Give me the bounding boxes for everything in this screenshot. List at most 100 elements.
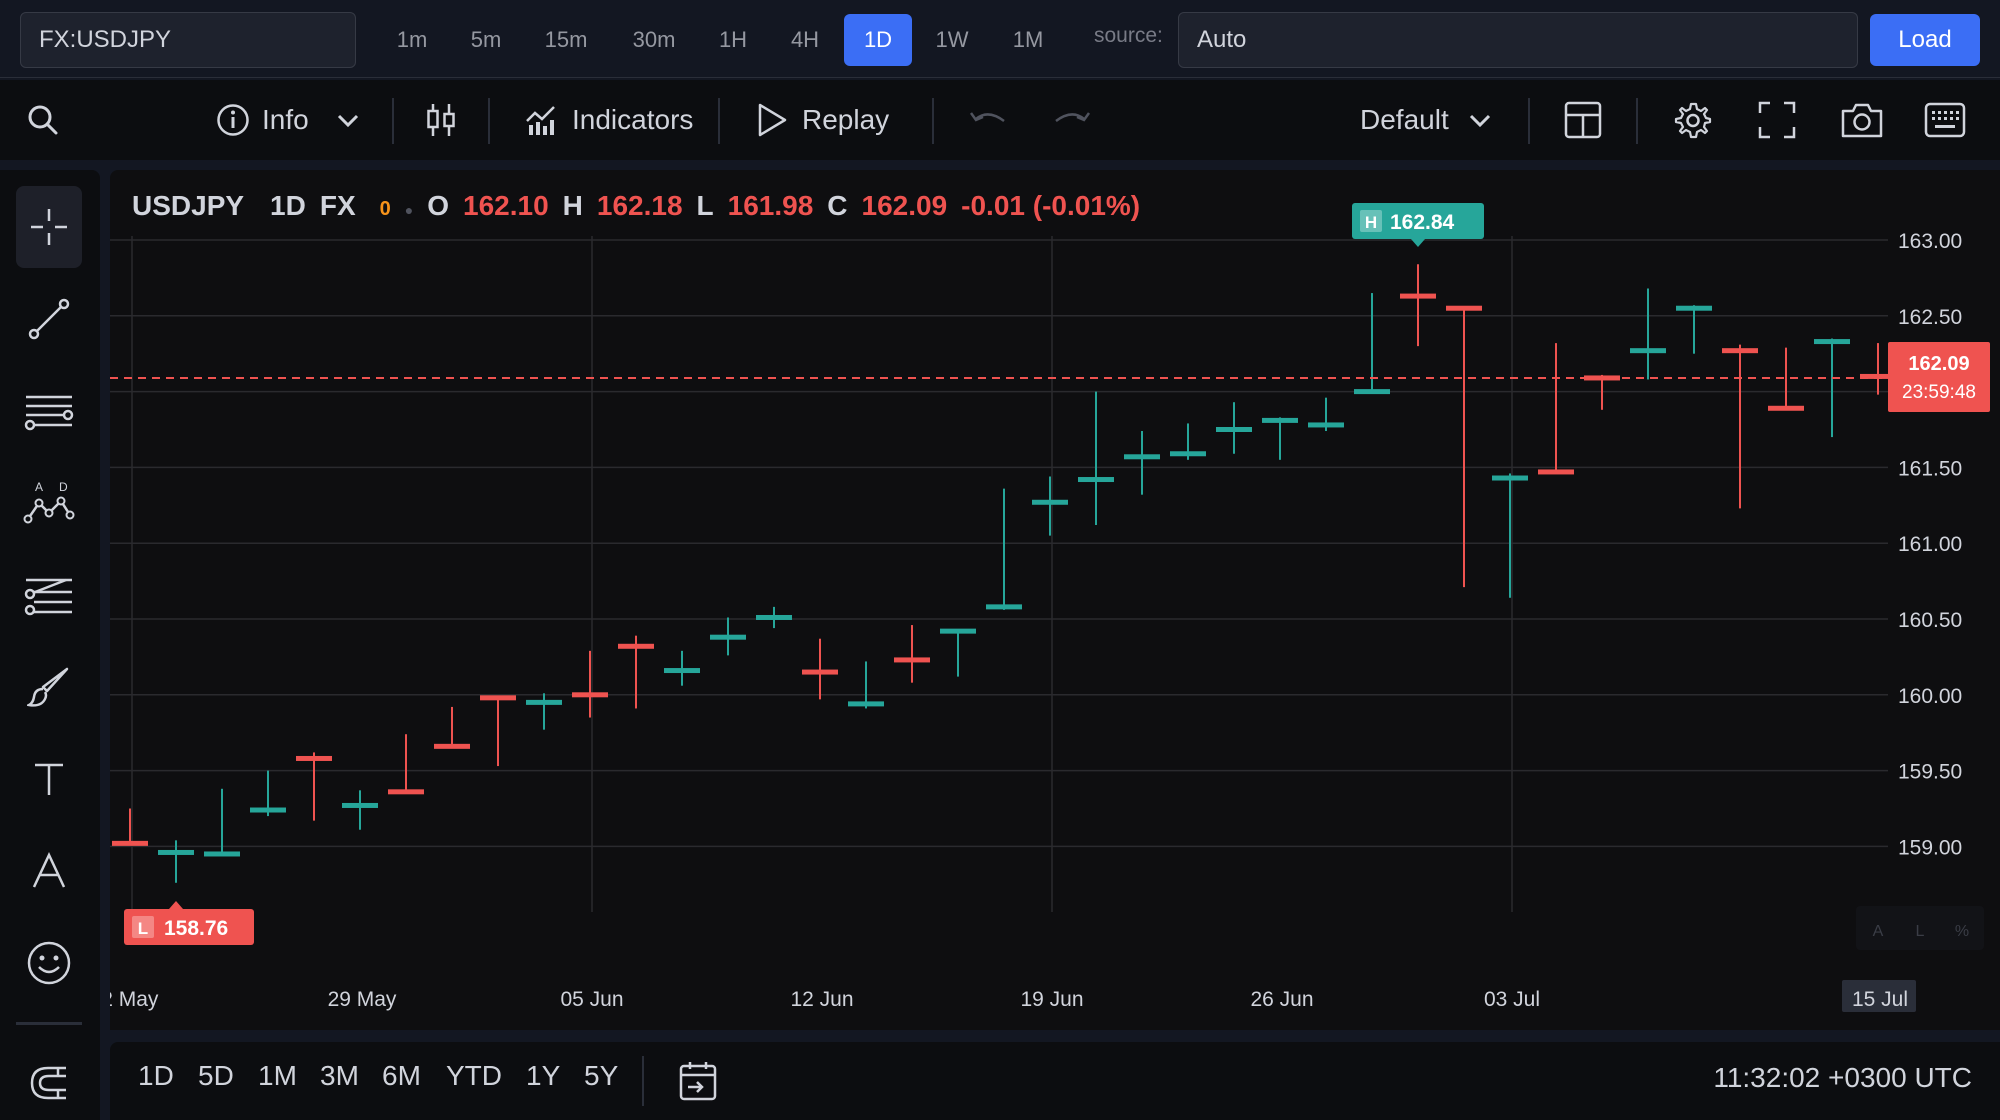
trend-line-tool[interactable] (16, 278, 82, 360)
timeframe-1h[interactable]: 1H (718, 27, 748, 52)
last-price-tag (1888, 341, 1990, 412)
timeframe-1w[interactable]: 1W (935, 27, 969, 52)
redo-button[interactable] (1052, 80, 1092, 160)
ohlc-bar-body[interactable] (1860, 373, 1896, 379)
ohlc-bar-body[interactable] (1124, 454, 1160, 460)
settings-button[interactable] (1674, 80, 1712, 160)
range-6m[interactable]: 6M (382, 1060, 421, 1091)
emoji-tool[interactable] (16, 922, 82, 1004)
legend-symbol[interactable]: USDJPY (132, 190, 245, 221)
layout-dropdown[interactable]: Default (1360, 80, 1493, 160)
high-marker-badge (1360, 210, 1382, 232)
ohlc-bar-body[interactable] (1630, 348, 1666, 354)
brush-tool[interactable] (16, 646, 82, 728)
ohlc-bar-body[interactable] (1492, 475, 1528, 481)
ohlc-bar-body[interactable] (572, 692, 608, 698)
ohlc-bar-body[interactable] (664, 668, 700, 674)
range-ytd[interactable]: YTD (446, 1060, 502, 1091)
ohlc-bar-body[interactable] (940, 628, 976, 634)
magnet-icon (30, 1066, 66, 1100)
timeframe-1mo[interactable]: 1M (1012, 27, 1044, 52)
legend-status: 0 (379, 198, 391, 220)
screenshot-button[interactable] (1840, 80, 1884, 160)
range-5y[interactable]: 5Y (584, 1060, 619, 1091)
ohlc-bar-body[interactable] (1538, 469, 1574, 475)
info-dropdown[interactable] (334, 80, 362, 160)
range-1d[interactable]: 1D (138, 1060, 174, 1091)
anchored-text-tool[interactable] (16, 830, 82, 912)
timezone-clock[interactable]: 11:32:02 +0300 UTC (1713, 1062, 1972, 1093)
ohlc-bar-body[interactable] (388, 789, 424, 795)
chart-pane[interactable]: 163.00162.50162.00161.50161.00160.50160.… (110, 170, 2000, 1030)
ohlc-bar-body[interactable] (1354, 389, 1390, 395)
indicators-button[interactable]: Indicators (524, 80, 693, 160)
range-1m[interactable]: 1M (258, 1060, 297, 1091)
replay-button[interactable]: Replay (756, 80, 889, 160)
ohlc-bar-body[interactable] (1308, 422, 1344, 428)
timeframe-1d[interactable]: 1D (844, 14, 912, 66)
forecast-icon (24, 578, 72, 616)
forecast-tool[interactable] (16, 554, 82, 636)
ohlc-bar-body[interactable] (1446, 305, 1482, 311)
ohlc-bar-body[interactable] (756, 614, 792, 620)
ohlc-bar-body[interactable] (296, 755, 332, 761)
timeframe-30m[interactable]: 30m (632, 27, 676, 52)
symbol-input[interactable]: FX:USDJPY (20, 12, 356, 68)
timeframe-4h[interactable]: 4H (790, 27, 820, 52)
horizontal-lines-tool[interactable] (16, 370, 82, 452)
ohlc-bar-body[interactable] (112, 840, 148, 846)
goto-date-button[interactable] (678, 1060, 718, 1107)
time-axis-cursor-label (1842, 980, 1916, 1012)
ohlc-bar-body[interactable] (710, 634, 746, 640)
ohlc-bar-body[interactable] (342, 802, 378, 808)
ohlc-bar-body[interactable] (986, 604, 1022, 610)
ohlc-bar-body[interactable] (1262, 417, 1298, 423)
ohlc-bar-body[interactable] (618, 643, 654, 649)
fullscreen-button[interactable] (1758, 80, 1796, 160)
crosshair-tool[interactable] (16, 186, 82, 268)
ohlc-bar-body[interactable] (1814, 339, 1850, 345)
range-1y[interactable]: 1Y (526, 1060, 561, 1091)
magnet-tool[interactable] (16, 1042, 82, 1120)
ohlc-bar-body[interactable] (1768, 405, 1804, 411)
undo-icon (969, 112, 1005, 123)
keyboard-button[interactable] (1924, 80, 1966, 160)
layout-button[interactable] (1564, 80, 1602, 160)
ohlc-bar-body[interactable] (894, 657, 930, 663)
ohlc-bar-body[interactable] (848, 701, 884, 707)
timeframe-15m[interactable]: 15m (544, 27, 588, 52)
ohlc-bar-body[interactable] (1078, 477, 1114, 483)
range-5d[interactable]: 5D (198, 1060, 234, 1091)
timeframe-1m[interactable]: 1m (396, 27, 428, 52)
ohlc-bar-body[interactable] (250, 807, 286, 813)
ohlc-bar-body[interactable] (526, 699, 562, 705)
scale-mode-percent[interactable]: % (1955, 923, 1969, 940)
scale-mode-l[interactable]: L (1916, 923, 1925, 940)
ohlc-chart[interactable]: 163.00162.50162.00161.50161.00160.50160.… (110, 170, 2000, 1030)
source-input[interactable]: Auto (1178, 12, 1858, 68)
search-button[interactable] (26, 80, 60, 160)
ohlc-bar-body[interactable] (1170, 451, 1206, 457)
info-button[interactable]: Info (216, 80, 309, 160)
chart-type-button[interactable] (424, 80, 458, 160)
time-axis-label: 26 Jun (1250, 988, 1313, 1011)
ohlc-bar-body[interactable] (1722, 348, 1758, 354)
ohlc-bar-body[interactable] (1032, 499, 1068, 505)
load-button[interactable]: Load (1870, 14, 1980, 66)
ohlc-bar-body[interactable] (480, 695, 516, 701)
undo-button[interactable] (968, 80, 1008, 160)
ohlc-bar-body[interactable] (1216, 427, 1252, 432)
text-tool[interactable] (16, 738, 82, 820)
ohlc-bar-body[interactable] (434, 743, 470, 749)
timeframe-5m[interactable]: 5m (470, 27, 502, 52)
ohlc-bar-body[interactable] (1676, 305, 1712, 311)
ohlc-bar-body[interactable] (802, 669, 838, 675)
ohlc-bar-body[interactable] (1400, 293, 1436, 299)
text-icon (35, 763, 63, 795)
high-marker-value: 162.84 (1390, 211, 1455, 234)
range-3m[interactable]: 3M (320, 1060, 359, 1091)
ohlc-bar-body[interactable] (158, 849, 194, 855)
scale-mode-a[interactable]: A (1873, 923, 1884, 940)
ohlc-bar-body[interactable] (204, 851, 240, 857)
